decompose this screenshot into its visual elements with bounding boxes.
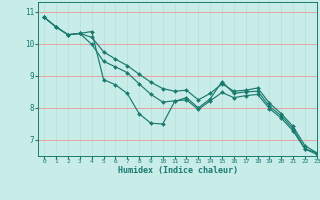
X-axis label: Humidex (Indice chaleur): Humidex (Indice chaleur) — [118, 166, 238, 175]
